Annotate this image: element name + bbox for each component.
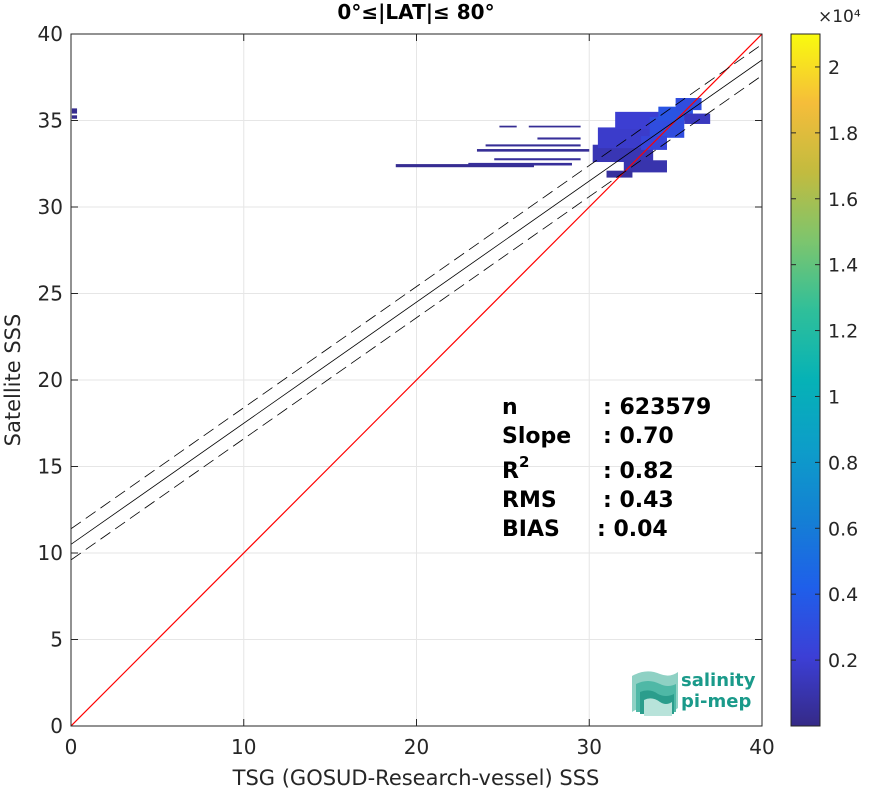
- x-tick-label: 10: [231, 735, 256, 759]
- x-tick-label: 30: [577, 735, 602, 759]
- stat-r2-label: R: [502, 459, 519, 484]
- logo-text-line1: salinity: [681, 670, 756, 691]
- logo-text-line2: pi-mep: [681, 691, 751, 712]
- y-tick-label: 40: [38, 22, 63, 46]
- density-cell: [528, 125, 581, 128]
- stat-slope-value: : 0.70: [603, 424, 674, 449]
- density-cell: [641, 136, 667, 150]
- density-cell: [71, 108, 78, 114]
- y-axis-label: Satellite SSS: [1, 314, 25, 447]
- colorbar-tick-label: 0.4: [828, 584, 858, 606]
- stat-r2-value: : 0.82: [603, 459, 674, 484]
- density-cell: [494, 158, 581, 161]
- stat-slope-label: Slope: [502, 424, 571, 449]
- y-tick-label: 10: [38, 541, 63, 565]
- y-tick-label: 5: [50, 628, 63, 652]
- fit-lines: [71, 34, 762, 726]
- density-cell: [395, 164, 534, 168]
- y-tick-label: 30: [38, 195, 63, 219]
- colorbar-tick-label: 0.8: [828, 452, 858, 474]
- density-cell: [499, 125, 517, 128]
- density-cell: [468, 162, 572, 166]
- density-cell: [537, 137, 581, 140]
- colorbar-tick-label: 1: [828, 386, 840, 408]
- wave-logo-icon: [632, 671, 678, 716]
- stat-rms-label: RMS: [502, 488, 557, 513]
- identity-line: [71, 34, 762, 726]
- colorbar: [790, 33, 821, 727]
- y-tick-label: 35: [38, 109, 63, 133]
- axis-ticks: 0 10 20 30 40 0 5 10 15 20 25 30 35 40: [38, 22, 775, 759]
- colorbar-multiplier: ×10⁴: [818, 7, 861, 27]
- y-tick-label: 0: [50, 714, 63, 738]
- y-tick-label: 15: [38, 455, 63, 479]
- chart-title: 0°≤|LAT|≤ 80°: [337, 0, 494, 24]
- density-cell: [684, 113, 711, 124]
- density-cell: [71, 115, 78, 119]
- stat-n-value: : 623579: [603, 395, 711, 420]
- x-axis-label: TSG (GOSUD-Research-vessel) SSS: [232, 766, 600, 790]
- density-cell: [476, 149, 590, 152]
- regression-line: [71, 59, 762, 545]
- colorbar-tick-label: 1.8: [828, 123, 858, 145]
- stat-n-label: n: [502, 395, 518, 420]
- confidence-band-line: [71, 75, 762, 561]
- x-tick-label: 20: [404, 735, 429, 759]
- density-cell: [606, 170, 633, 178]
- colorbar-tick-label: 1.6: [828, 189, 858, 211]
- colorbar-tick-label: 0.6: [828, 518, 858, 540]
- confidence-band-line: [71, 44, 762, 530]
- y-tick-label: 20: [38, 368, 63, 392]
- colorbar-tick-label: 0.2: [828, 650, 858, 672]
- y-tick-label: 25: [38, 282, 63, 306]
- stat-bias-value: : 0.04: [597, 517, 668, 542]
- stats-annotation: n : 623579 Slope : 0.70 R 2 : 0.82 RMS :…: [502, 395, 711, 542]
- colorbar-tick-label: 2: [828, 57, 840, 79]
- colorbar-ticks: 0.2 0.4 0.6 0.8 1 1.2 1.4 1.6 1.8 2: [791, 57, 858, 672]
- stat-bias-label: BIAS: [502, 517, 560, 542]
- colorbar-tick-label: 1.4: [828, 255, 858, 277]
- salinity-pi-mep-logo: salinity pi-mep: [632, 670, 756, 716]
- colorbar-tick-label: 1.2: [828, 321, 858, 343]
- density-cell: [623, 160, 667, 173]
- stat-r2-sup: 2: [519, 453, 529, 471]
- x-tick-label: 40: [749, 735, 774, 759]
- stat-rms-value: : 0.43: [603, 488, 674, 513]
- density-cell: [485, 144, 581, 147]
- x-tick-label: 0: [65, 735, 78, 759]
